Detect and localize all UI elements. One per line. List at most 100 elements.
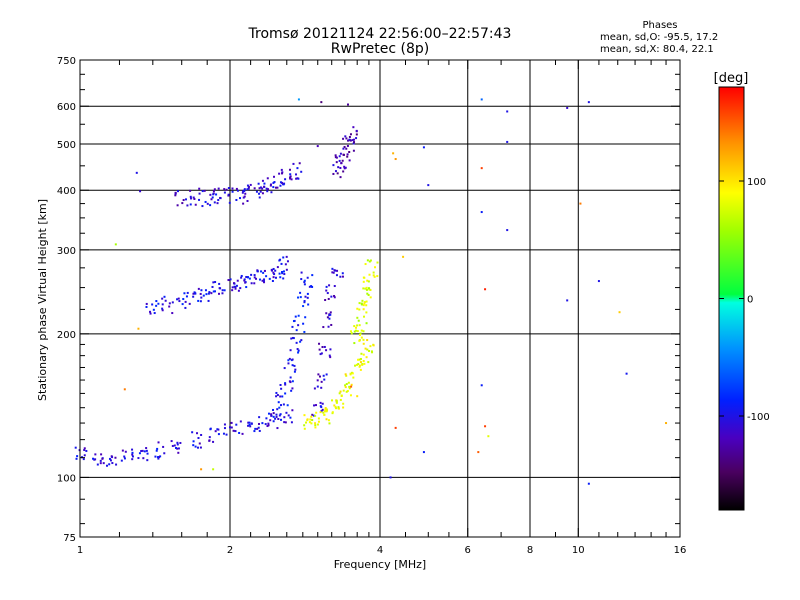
data-point [278,406,281,409]
data-point [242,190,245,193]
data-point [161,297,164,300]
data-point [239,287,242,290]
data-point [258,429,261,432]
y-tick-label: 200 [57,330,76,341]
data-point [335,156,338,159]
data-point [352,138,355,141]
data-point [356,395,359,398]
data-point [319,401,322,404]
data-point [356,324,359,327]
data-point [284,421,287,424]
data-point [83,447,86,450]
data-point [227,279,230,282]
data-point [278,172,281,175]
data-point [303,279,306,282]
data-point [319,405,322,408]
data-point [241,432,244,435]
data-point [259,186,262,189]
data-point [303,330,306,333]
data-point [284,382,287,385]
data-point [234,430,237,433]
data-point [339,275,342,278]
data-point [227,187,230,190]
data-point [293,364,296,367]
data-point [275,415,278,418]
data-point [295,177,298,180]
data-point [360,336,363,339]
data-point [161,303,164,306]
data-point [198,442,201,445]
data-point [267,422,270,425]
data-point [74,446,77,449]
data-point [272,276,275,279]
data-point [319,353,322,356]
data-point [292,162,295,165]
data-point [349,394,352,397]
data-point [99,462,102,465]
data-point [170,440,173,443]
phase-stats-o: mean, sd,O: -95.5, 17.2 [600,32,719,43]
data-point [121,449,124,452]
data-point [274,269,277,272]
data-point [145,449,148,452]
data-point [300,278,303,281]
data-point [357,358,360,361]
data-point [316,385,319,388]
data-point [346,144,349,147]
data-point [246,184,249,187]
data-point [326,316,329,319]
data-point [289,349,292,352]
data-point [275,391,278,394]
data-point [279,395,282,398]
data-point [332,164,335,167]
data-point [362,338,365,341]
data-point [289,376,292,379]
y-tick-label: 300 [57,246,76,257]
data-point [303,283,306,286]
data-point [296,167,299,170]
data-point [213,188,216,191]
data-point [334,154,337,157]
data-point [109,459,112,462]
data-point [212,281,215,284]
data-point [369,345,372,348]
data-point [333,269,336,272]
data-point [363,302,366,305]
data-point [238,431,241,434]
data-point [205,293,208,296]
data-point [355,137,358,140]
data-point [305,421,308,424]
data-point [293,370,296,373]
data-point [248,277,251,280]
data-point [265,275,268,278]
data-point [258,416,261,419]
data-point [339,152,342,155]
data-point [394,426,397,429]
data-point [344,166,347,169]
data-point [171,301,174,304]
data-point [320,380,323,383]
data-point [179,441,182,444]
data-point [325,418,328,421]
data-point [480,98,483,101]
data-point [200,289,203,292]
data-point [214,290,217,293]
data-point [366,259,369,262]
data-point [141,449,144,452]
data-point [281,270,284,273]
data-point [211,196,214,199]
data-point [389,476,392,479]
data-point [198,198,201,201]
data-point [506,110,509,113]
data-point [296,348,299,351]
data-point [325,285,328,288]
data-point [353,342,356,345]
data-point [302,322,305,325]
data-point [362,304,365,307]
data-point [353,325,356,328]
data-point [304,295,307,298]
data-point [321,346,324,349]
data-point [480,211,483,214]
data-point [247,424,250,427]
